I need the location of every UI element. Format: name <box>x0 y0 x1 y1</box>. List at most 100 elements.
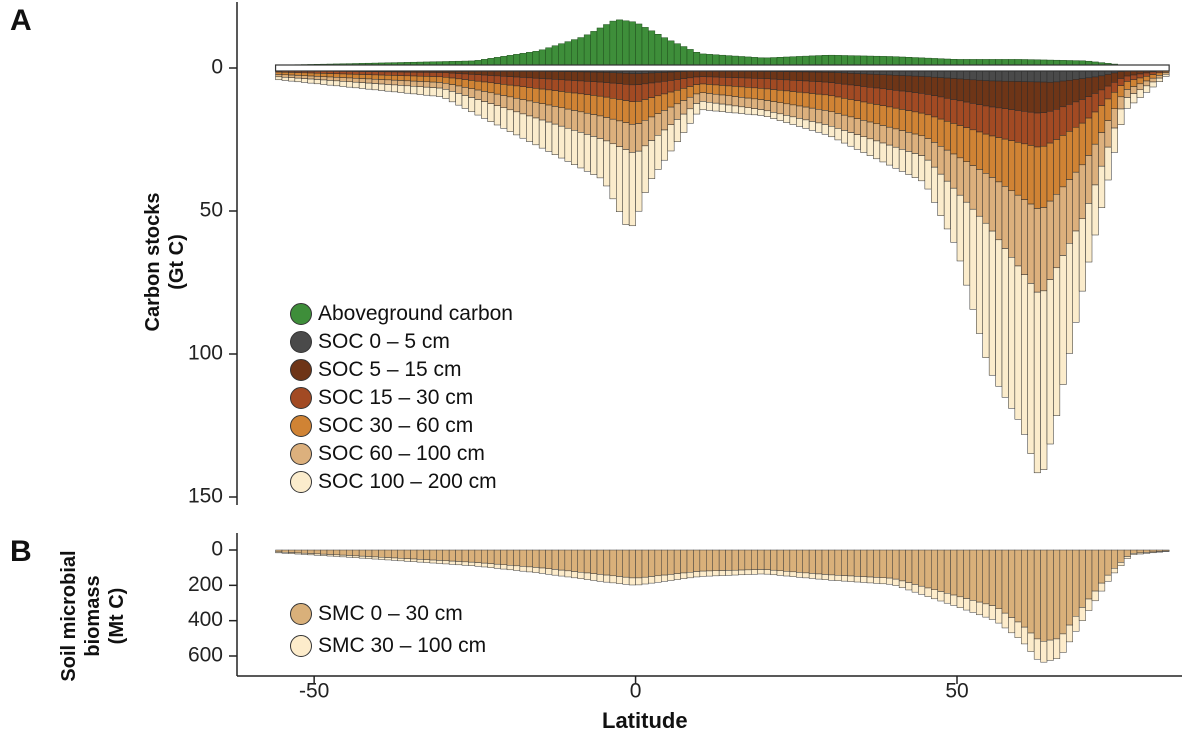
bar-soc-15-30 <box>1053 109 1061 140</box>
bar-smc-30-100 <box>828 574 836 581</box>
bar-smc-30-100 <box>924 587 932 597</box>
bar-smc-30-100 <box>1066 624 1073 643</box>
bar-smc-30-100 <box>577 572 585 579</box>
bar-smc-0-30 <box>455 549 463 562</box>
bar-soc-5-15 <box>667 71 675 81</box>
bar-soc-100-200 <box>635 150 643 212</box>
bar-soc-60-100 <box>1117 96 1125 110</box>
legend-label: SOC 60 – 100 cm <box>318 442 485 465</box>
bar-smc-30-100 <box>455 561 463 566</box>
bar-soc-30-60 <box>1059 135 1067 188</box>
bar-soc-30-60 <box>969 129 977 166</box>
bar-smc-30-100 <box>731 569 739 576</box>
bar-aboveground <box>661 37 668 69</box>
bar-soc-15-30 <box>834 83 842 98</box>
bar-smc-30-100 <box>275 551 283 554</box>
bar-soc-60-100 <box>333 77 341 82</box>
bar-soc-60-100 <box>545 104 553 123</box>
bar-soc-5-15 <box>988 80 996 108</box>
bar-soc-100-200 <box>487 103 495 122</box>
bar-soc-15-30 <box>448 72 456 79</box>
bar-soc-60-100 <box>995 181 1003 241</box>
bar-soc-5-15 <box>583 71 591 82</box>
bar-smc-0-30 <box>1136 549 1144 554</box>
bar-soc-100-200 <box>648 140 656 179</box>
bar-smc-30-100 <box>294 552 302 555</box>
bar-soc-60-100 <box>1091 143 1099 186</box>
bar-soc-100-200 <box>410 86 418 95</box>
bar-smc-30-100 <box>609 575 617 584</box>
bar-smc-0-30 <box>718 549 726 571</box>
bar-smc-0-30 <box>725 549 733 571</box>
bar-soc-100-200 <box>519 113 527 139</box>
bar-soc-15-30 <box>924 94 932 116</box>
bar-soc-30-60 <box>879 105 887 126</box>
bar-soc-60-100 <box>294 75 302 79</box>
bar-soc-15-30 <box>654 81 662 97</box>
bar-aboveground <box>654 34 662 69</box>
bar-soc-100-200 <box>616 146 623 212</box>
bar-soc-60-100 <box>879 125 887 144</box>
bar-soc-60-100 <box>1149 77 1157 83</box>
bar-soc-100-200 <box>654 135 662 170</box>
bar-soc-60-100 <box>763 100 771 112</box>
bar-soc-60-100 <box>937 146 945 175</box>
bar-soc-30-60 <box>1085 117 1093 156</box>
bar-soc-15-30 <box>1085 96 1093 119</box>
bar-smc-0-30 <box>712 549 720 572</box>
bar-soc-5-15 <box>982 80 990 107</box>
bar-soc-100-200 <box>834 128 842 141</box>
bar-smc-30-100 <box>307 553 315 556</box>
bar-soc-60-100 <box>352 78 360 83</box>
bar-soc-15-30 <box>860 86 868 103</box>
bar-soc-60-100 <box>776 102 784 115</box>
bar-smc-0-30 <box>352 549 360 557</box>
bar-smc-30-100 <box>1078 607 1086 621</box>
bar-smc-0-30 <box>1066 549 1073 626</box>
bar-soc-5-15 <box>635 73 643 85</box>
bar-soc-15-30 <box>1027 111 1035 146</box>
bar-smc-0-30 <box>403 549 411 559</box>
bar-soc-15-30 <box>898 90 906 110</box>
bar-soc-30-60 <box>288 72 296 76</box>
bar-soc-60-100 <box>1085 155 1093 204</box>
bar-soc-30-60 <box>898 109 906 131</box>
bar-smc-30-100 <box>571 571 578 579</box>
bar-soc-100-200 <box>1156 77 1163 82</box>
bar-soc-100-200 <box>1008 257 1016 409</box>
bar-soc-30-60 <box>673 89 681 105</box>
bar-smc-0-30 <box>307 549 315 554</box>
legend-item-soc-15-30: SOC 15 – 30 cm <box>290 384 513 412</box>
bar-soc-60-100 <box>898 130 906 150</box>
bar-soc-60-100 <box>397 80 405 86</box>
bar-soc-60-100 <box>976 169 983 217</box>
bar-soc-100-200 <box>538 119 546 149</box>
bar-soc-15-30 <box>757 78 765 89</box>
bar-soc-100-200 <box>339 81 347 87</box>
bar-smc-30-100 <box>1059 633 1067 653</box>
bar-soc-60-100 <box>493 93 501 106</box>
bar-smc-30-100 <box>603 574 611 583</box>
bar-smc-0-30 <box>371 549 379 558</box>
x-axis-label: Latitude <box>602 708 688 733</box>
bar-soc-100-200 <box>725 104 733 113</box>
bar-soc-100-200 <box>1098 165 1106 208</box>
bar-soc-60-100 <box>731 96 739 107</box>
bar-smc-30-100 <box>680 572 688 579</box>
bar-soc-100-200 <box>918 155 926 182</box>
bar-smc-0-30 <box>776 549 784 572</box>
bar-soc-60-100 <box>693 93 701 104</box>
bar-soc-100-200 <box>558 125 566 159</box>
bar-soc-5-15 <box>886 74 893 90</box>
bar-soc-30-60 <box>577 93 585 113</box>
bar-soc-100-200 <box>320 79 328 85</box>
bar-soc-100-200 <box>815 122 823 133</box>
bar-soc-60-100 <box>1021 199 1028 275</box>
bar-soc-60-100 <box>905 132 913 152</box>
bar-soc-5-15 <box>1085 77 1093 97</box>
bar-soc-15-30 <box>686 77 694 87</box>
bar-smc-30-100 <box>1072 616 1080 632</box>
bar-smc-0-30 <box>275 549 283 553</box>
bar-soc-100-200 <box>506 109 514 132</box>
bar-soc-5-15 <box>686 71 694 79</box>
